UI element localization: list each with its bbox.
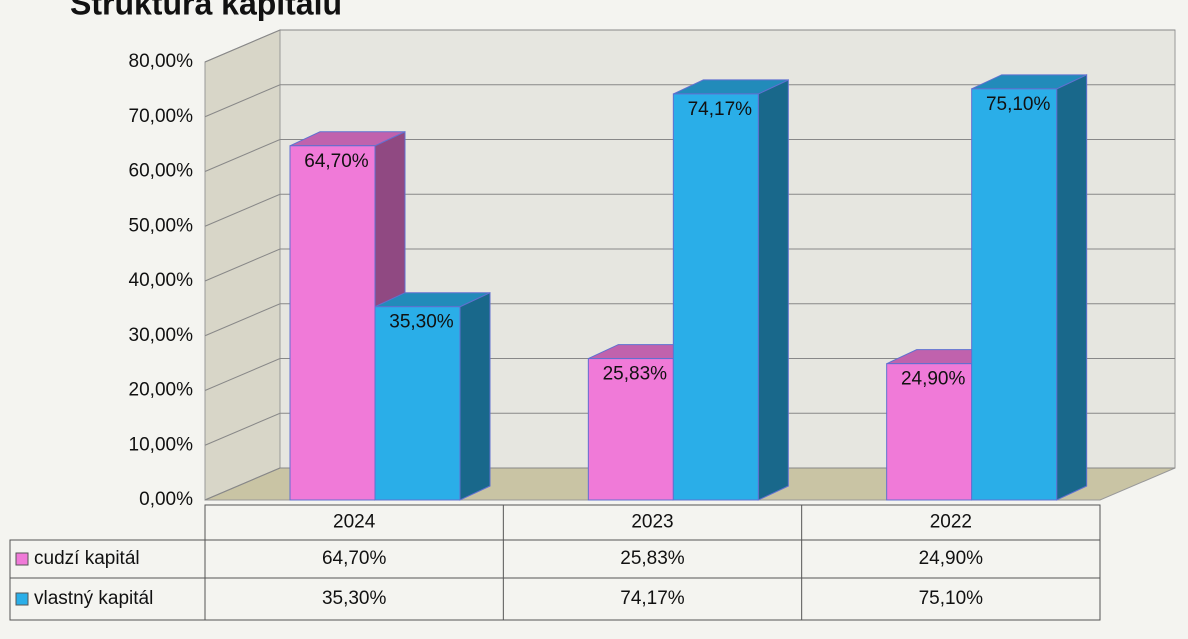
x-tick-label: 2023 [631,512,673,533]
bar [886,363,973,501]
x-tick-label: 2022 [930,512,972,533]
grid-line [204,139,1175,172]
y-tick-label: 60,00% [129,161,194,182]
grid-line [204,358,1175,391]
bar [672,93,759,501]
table-value: 25,83% [620,548,685,569]
y-tick-label: 40,00% [129,270,194,291]
table-value: 64,70% [322,548,387,569]
legend-label: cudzí kapitál [34,548,140,569]
y-tick-label: 30,00% [129,325,194,346]
data-label: 75,10% [986,94,1051,115]
x-tick-label: 2024 [333,512,376,533]
grid-line [204,84,1175,118]
bar-side [1056,74,1088,501]
bar [587,358,674,501]
y-tick-label: 10,00% [129,434,194,455]
table-value: 24,90% [919,548,984,569]
bar [374,306,461,501]
bar [971,88,1058,501]
chart-title: Štruktúra kapitálu [70,0,342,21]
table-value: 74,17% [620,588,685,609]
table-value: 75,10% [919,588,984,609]
y-tick-label: 70,00% [129,106,194,127]
data-label: 74,17% [688,99,753,120]
grid-line [204,467,1175,501]
data-label: 64,70% [304,151,369,172]
data-label: 25,83% [603,364,668,385]
grid-line [204,248,1175,282]
data-label: 35,30% [389,312,454,333]
grid-line [204,303,1175,337]
legend-label: vlastný kapitál [34,588,153,609]
table-value: 35,30% [322,588,387,609]
bar-side [459,291,491,501]
y-tick-label: 0,00% [139,489,193,510]
y-tick-label: 20,00% [129,380,194,401]
data-label: 24,90% [901,369,966,390]
y-tick-label: 80,00% [129,51,194,72]
grid-line [204,193,1175,227]
y-tick-label: 50,00% [129,215,194,236]
grid-line [204,412,1175,446]
bar-side [757,79,789,501]
legend-key [15,592,29,606]
bar [289,145,376,501]
legend-key [15,552,29,566]
grid-line [204,29,1175,63]
